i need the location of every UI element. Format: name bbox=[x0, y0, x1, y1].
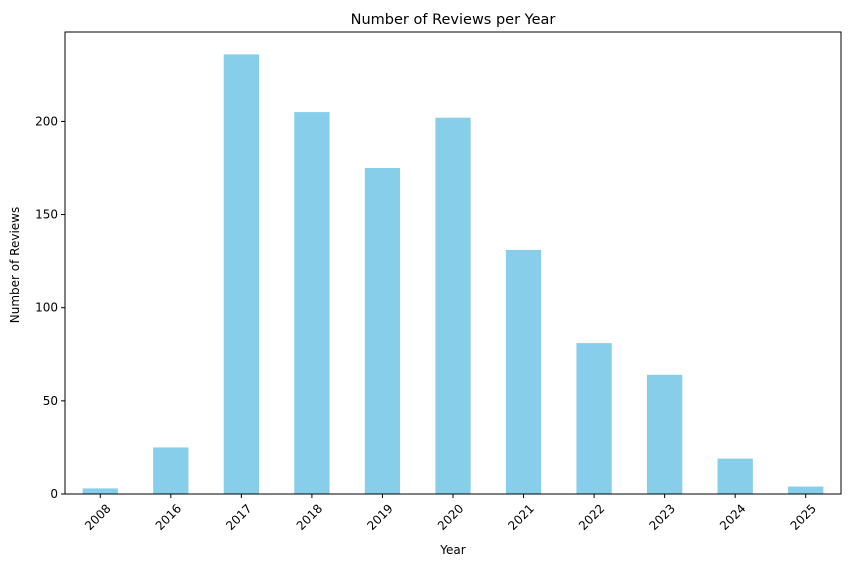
x-tick-label: 2008 bbox=[82, 501, 113, 532]
x-tick-label: 2020 bbox=[435, 501, 466, 532]
y-tick-label: 150 bbox=[35, 208, 58, 222]
x-tick-label: 2018 bbox=[294, 501, 325, 532]
x-axis-label: Year bbox=[439, 543, 465, 557]
x-axis-ticks: 2008 2016 2017 2018 2019 2020 2021 2022 2023 2024… bbox=[82, 494, 819, 533]
x-tick-label: 2021 bbox=[505, 501, 536, 532]
y-tick-label: 50 bbox=[43, 394, 58, 408]
x-tick-label: 2023 bbox=[646, 501, 677, 532]
bar-2020 bbox=[435, 117, 471, 495]
x-tick-label: 2025 bbox=[788, 501, 819, 532]
x-tick-label: 2017 bbox=[223, 501, 254, 532]
y-tick-label: 0 bbox=[50, 487, 58, 501]
y-tick-label: 100 bbox=[35, 301, 58, 315]
bar-2023 bbox=[647, 374, 683, 494]
bar-2024 bbox=[717, 458, 753, 494]
bar-2008 bbox=[82, 488, 118, 494]
bar-2019 bbox=[364, 167, 401, 494]
chart-title: Number of Reviews per Year bbox=[351, 12, 556, 28]
x-tick-label: 2022 bbox=[576, 501, 607, 532]
bar-2018 bbox=[294, 112, 330, 495]
x-tick-label: 2024 bbox=[717, 501, 748, 532]
bar-2021 bbox=[505, 249, 542, 494]
plot-frame bbox=[64, 31, 842, 495]
bar-2025 bbox=[788, 486, 824, 494]
x-tick-label: 2016 bbox=[153, 501, 184, 532]
x-tick-label: 2019 bbox=[364, 501, 395, 532]
bars-group bbox=[82, 54, 824, 495]
bar-2017 bbox=[223, 54, 259, 495]
y-tick-label: 200 bbox=[35, 114, 58, 128]
y-axis-ticks: 0 50 100 150 200 bbox=[35, 114, 65, 501]
bar-2016 bbox=[153, 447, 189, 494]
y-axis-label: Number of Reviews bbox=[8, 207, 22, 323]
bar-2022 bbox=[576, 343, 612, 494]
